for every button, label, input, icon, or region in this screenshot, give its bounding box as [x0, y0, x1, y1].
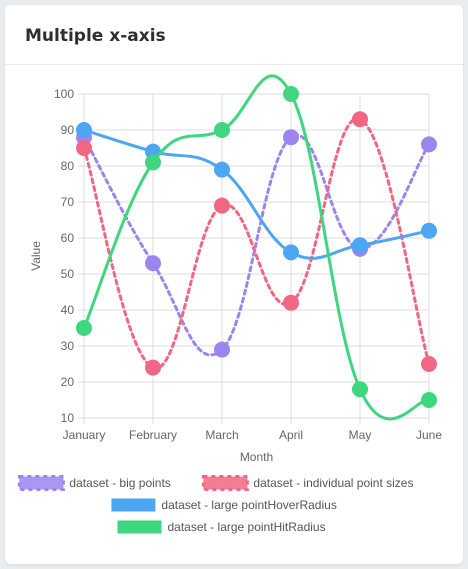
legend-item[interactable]: dataset - large pointHoverRadius: [111, 498, 337, 512]
x-tick-label: April: [279, 428, 303, 442]
legend-label: dataset - large pointHoverRadius: [161, 498, 336, 512]
x-tick-label: May: [349, 428, 372, 442]
data-point[interactable]: [214, 341, 230, 358]
legend-label: dataset - big points: [69, 476, 170, 490]
x-tick-label: February: [129, 428, 177, 442]
data-point[interactable]: [214, 197, 230, 214]
series-3: [76, 74, 437, 421]
data-point[interactable]: [421, 356, 437, 372]
series-0: [76, 129, 437, 358]
legend-item[interactable]: dataset - individual point sizes: [201, 475, 413, 491]
data-point[interactable]: [214, 122, 230, 138]
chart-series: [76, 74, 437, 421]
data-point[interactable]: [421, 392, 437, 408]
y-tick-label: 30: [61, 339, 75, 353]
x-tick-label: March: [205, 428, 238, 442]
legend-item[interactable]: dataset - big points: [17, 475, 171, 491]
card-title: Multiple x-axis: [25, 26, 166, 46]
y-tick-label: 100: [54, 87, 74, 101]
data-point[interactable]: [76, 122, 92, 138]
y-axis-title: Value: [29, 241, 43, 271]
y-tick-label: 90: [61, 123, 75, 137]
legend-label: dataset - large pointHitRadius: [168, 520, 326, 534]
data-point[interactable]: [421, 136, 437, 153]
data-point[interactable]: [283, 129, 299, 146]
data-point[interactable]: [145, 359, 161, 376]
x-axis-ticks: January February March April May June: [63, 428, 443, 442]
legend-swatch: [117, 520, 162, 534]
y-tick-label: 40: [61, 303, 75, 317]
legend-item[interactable]: dataset - large pointHitRadius: [117, 520, 326, 534]
card-header: Multiple x-axis: [5, 5, 463, 65]
y-tick-label: 70: [61, 195, 75, 209]
data-point[interactable]: [76, 320, 92, 336]
data-point[interactable]: [283, 244, 299, 261]
data-point[interactable]: [214, 161, 230, 178]
series-2: [76, 122, 437, 261]
series-line: [82, 133, 431, 357]
data-point[interactable]: [352, 381, 368, 398]
series-1: [76, 111, 437, 376]
y-tick-label: 10: [61, 411, 75, 425]
data-point[interactable]: [76, 140, 92, 156]
legend-swatch: [201, 475, 249, 491]
y-tick-label: 50: [61, 267, 75, 281]
series-line: [82, 117, 431, 370]
legend-label: dataset - individual point sizes: [253, 476, 413, 490]
y-tick-label: 60: [61, 231, 75, 245]
data-point[interactable]: [352, 237, 368, 254]
y-tick-label: 80: [61, 159, 75, 173]
legend-swatch: [17, 475, 65, 491]
x-tick-label: January: [63, 428, 106, 442]
data-point[interactable]: [283, 86, 299, 102]
chart-legend[interactable]: dataset - big points dataset - individual…: [17, 475, 413, 534]
data-point[interactable]: [145, 154, 161, 171]
data-point[interactable]: [352, 111, 368, 128]
x-axis-title: Month: [240, 450, 273, 464]
data-point[interactable]: [145, 255, 161, 272]
y-tick-label: 20: [61, 375, 75, 389]
y-axis-ticks: 10 20 30 40 50 60 70 80 90 100: [54, 87, 74, 425]
chart-card: Multiple x-axis: [5, 5, 463, 564]
data-point[interactable]: [421, 222, 437, 239]
legend-swatch: [111, 498, 156, 512]
data-point[interactable]: [283, 294, 299, 311]
x-tick-label: June: [416, 428, 442, 442]
